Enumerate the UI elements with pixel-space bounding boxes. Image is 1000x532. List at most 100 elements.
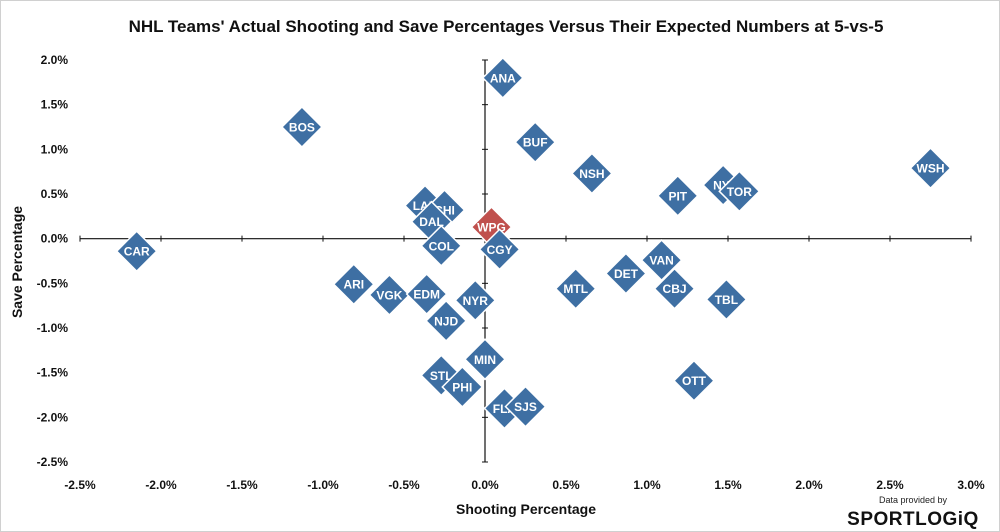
y-tick-label: -1.5% bbox=[37, 366, 69, 380]
point-label: ARI bbox=[343, 278, 364, 292]
point-marker bbox=[504, 385, 547, 428]
chart-title: NHL Teams' Actual Shooting and Save Perc… bbox=[129, 17, 884, 36]
y-tick-label: -1.0% bbox=[37, 321, 69, 335]
point-marker bbox=[280, 105, 324, 149]
point-det: DET bbox=[604, 252, 648, 295]
credit-brand: SPORTLOGiQ bbox=[847, 509, 979, 530]
x-tick-labels: -2.5% -2.0% -1.5% -1.0% -0.5% 0.0% 0.5% 1.0% 1.5… bbox=[64, 478, 985, 492]
y-tick-label: 2.0% bbox=[41, 53, 69, 67]
point-njd: NJD bbox=[425, 299, 468, 342]
point-mtl: MTL bbox=[554, 267, 597, 310]
point-marker bbox=[909, 147, 952, 190]
point-marker bbox=[454, 279, 497, 322]
point-label: CAR bbox=[124, 245, 150, 259]
x-tick-label: 0.5% bbox=[552, 478, 580, 492]
y-tick-label: -2.0% bbox=[37, 410, 69, 424]
y-tick-label: 0.5% bbox=[41, 187, 69, 201]
point-label: VAN bbox=[649, 254, 673, 268]
point-label: EDM bbox=[413, 288, 440, 302]
point-label: CGY bbox=[487, 243, 513, 257]
point-label: NJD bbox=[434, 314, 458, 328]
x-tick-label: 1.5% bbox=[714, 478, 742, 492]
point-label: BOS bbox=[289, 121, 315, 135]
point-label: COL bbox=[429, 239, 454, 253]
point-ana: ANA bbox=[481, 56, 524, 99]
y-tick-label: 0.0% bbox=[41, 232, 69, 246]
x-tick-label: -2.5% bbox=[64, 478, 96, 492]
point-label: MTL bbox=[563, 282, 588, 296]
point-label: OTT bbox=[682, 374, 707, 388]
point-marker bbox=[425, 299, 468, 342]
point-marker bbox=[405, 272, 448, 316]
point-label: MIN bbox=[474, 353, 496, 367]
point-label: CBJ bbox=[663, 282, 687, 296]
point-vgk: VGK bbox=[368, 273, 411, 317]
point-label: TOR bbox=[727, 185, 752, 199]
y-tick-labels: -2.5% -2.0% -1.5% -1.0% -0.5% 0.0% 0.5% 1.0% 1.5… bbox=[37, 53, 69, 469]
point-cgy: CGY bbox=[478, 228, 521, 271]
point-pit: PIT bbox=[656, 174, 699, 217]
sportlogiq-credit: Data provided by SPORTLOGiQ bbox=[847, 495, 979, 530]
point-marker bbox=[570, 152, 613, 195]
point-col: COL bbox=[420, 224, 463, 267]
point-nyr: NYR bbox=[454, 279, 497, 322]
point-marker bbox=[441, 365, 484, 409]
point-marker bbox=[420, 224, 463, 267]
x-tick-label: 2.5% bbox=[876, 478, 904, 492]
point-marker bbox=[463, 338, 507, 381]
point-label: DAL bbox=[419, 215, 444, 229]
point-bos: BOS bbox=[280, 105, 324, 149]
point-label: NYR bbox=[463, 294, 489, 308]
x-tick-label: -0.5% bbox=[388, 478, 420, 492]
x-tick-label: 0.0% bbox=[471, 478, 499, 492]
point-label: VGK bbox=[376, 288, 402, 302]
point-marker bbox=[332, 263, 375, 306]
point-label: NSH bbox=[579, 167, 604, 181]
axes bbox=[79, 59, 972, 463]
point-marker bbox=[653, 267, 696, 310]
x-tick-label: -1.5% bbox=[226, 478, 258, 492]
x-tick-label: -1.0% bbox=[307, 478, 339, 492]
point-label: PIT bbox=[668, 189, 687, 203]
point-min: MIN bbox=[463, 338, 507, 381]
point-marker bbox=[672, 359, 716, 402]
point-marker bbox=[718, 170, 761, 213]
y-tick-label: -0.5% bbox=[37, 276, 69, 290]
y-tick-label: 1.5% bbox=[41, 98, 69, 112]
point-marker bbox=[481, 56, 524, 99]
x-tick-label: 3.0% bbox=[957, 478, 985, 492]
y-axis-label: Save Percentage bbox=[9, 206, 25, 318]
point-tor: TOR bbox=[718, 170, 761, 213]
x-tick-label: -2.0% bbox=[145, 478, 177, 492]
point-ott: OTT bbox=[672, 359, 716, 402]
point-tbl: TBL bbox=[705, 278, 748, 321]
point-label: STL bbox=[430, 369, 453, 383]
point-marker bbox=[554, 267, 597, 310]
point-label: ANA bbox=[490, 71, 516, 85]
point-label: WSH bbox=[917, 162, 945, 176]
point-label: DET bbox=[614, 267, 639, 281]
point-marker bbox=[604, 252, 648, 295]
point-label: TBL bbox=[715, 293, 738, 307]
point-marker bbox=[115, 230, 158, 273]
y-tick-label: -2.5% bbox=[37, 455, 69, 469]
x-tick-label: 1.0% bbox=[633, 478, 661, 492]
point-buf: BUF bbox=[514, 121, 557, 164]
point-phi: PHI bbox=[441, 365, 484, 409]
point-marker bbox=[514, 121, 557, 164]
point-wsh: WSH bbox=[909, 147, 952, 190]
point-car: CAR bbox=[115, 230, 158, 273]
point-nsh: NSH bbox=[570, 152, 613, 195]
point-marker bbox=[656, 174, 699, 217]
point-marker bbox=[705, 278, 748, 321]
point-sjs: SJS bbox=[504, 385, 547, 428]
point-marker bbox=[640, 239, 683, 282]
point-van: VAN bbox=[640, 239, 683, 282]
credit-provided-by: Data provided by bbox=[879, 495, 948, 505]
point-edm: EDM bbox=[405, 272, 448, 316]
point-label: SJS bbox=[514, 400, 537, 414]
x-axis-label: Shooting Percentage bbox=[456, 501, 596, 517]
point-marker bbox=[368, 273, 411, 317]
